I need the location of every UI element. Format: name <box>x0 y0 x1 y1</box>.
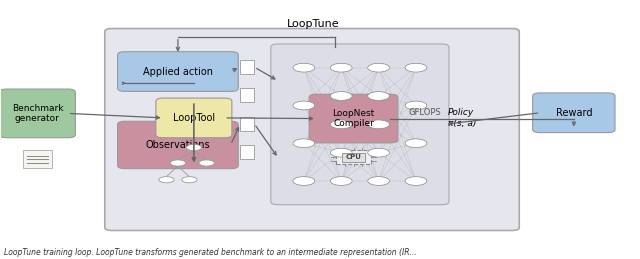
Circle shape <box>368 120 390 129</box>
FancyBboxPatch shape <box>105 28 519 231</box>
Circle shape <box>368 148 390 157</box>
Circle shape <box>330 148 352 157</box>
Text: LoopTune training loop. LoopTune transforms generated benchmark to an intermedia: LoopTune training loop. LoopTune transfo… <box>4 248 417 257</box>
Bar <box>240 145 254 159</box>
Circle shape <box>368 177 390 185</box>
Text: Benchmark
generator: Benchmark generator <box>12 104 63 123</box>
Circle shape <box>186 145 202 151</box>
FancyBboxPatch shape <box>342 153 365 162</box>
Circle shape <box>330 63 352 72</box>
Circle shape <box>159 177 174 183</box>
FancyBboxPatch shape <box>23 150 52 168</box>
Bar <box>240 88 254 103</box>
Circle shape <box>293 101 315 110</box>
Circle shape <box>405 63 427 72</box>
Text: Reward: Reward <box>556 108 592 118</box>
Text: LoopNest
Compiler: LoopNest Compiler <box>332 109 374 128</box>
Circle shape <box>368 63 390 72</box>
Text: CPU: CPU <box>346 154 362 160</box>
Circle shape <box>170 160 186 166</box>
FancyBboxPatch shape <box>0 89 76 138</box>
FancyBboxPatch shape <box>271 44 449 205</box>
FancyBboxPatch shape <box>118 121 238 169</box>
FancyBboxPatch shape <box>309 94 398 143</box>
Text: Applied action: Applied action <box>143 67 213 77</box>
Text: Policy
π(s, a): Policy π(s, a) <box>448 108 476 128</box>
Text: LoopTune: LoopTune <box>287 19 340 29</box>
Bar <box>240 117 254 131</box>
Circle shape <box>293 177 315 185</box>
FancyBboxPatch shape <box>118 52 238 91</box>
Text: LoopTool: LoopTool <box>173 113 215 123</box>
Circle shape <box>405 101 427 110</box>
FancyBboxPatch shape <box>336 150 371 164</box>
Circle shape <box>330 92 352 100</box>
Circle shape <box>182 177 197 183</box>
Circle shape <box>293 139 315 148</box>
Circle shape <box>405 177 427 185</box>
Circle shape <box>368 92 390 100</box>
FancyBboxPatch shape <box>532 93 615 133</box>
Circle shape <box>330 177 352 185</box>
Text: GFLOPS: GFLOPS <box>408 108 441 117</box>
Circle shape <box>405 139 427 148</box>
FancyBboxPatch shape <box>156 98 232 138</box>
Circle shape <box>293 63 315 72</box>
Text: Observations: Observations <box>145 140 210 150</box>
Circle shape <box>199 160 214 166</box>
Circle shape <box>330 120 352 129</box>
Bar <box>240 60 254 74</box>
